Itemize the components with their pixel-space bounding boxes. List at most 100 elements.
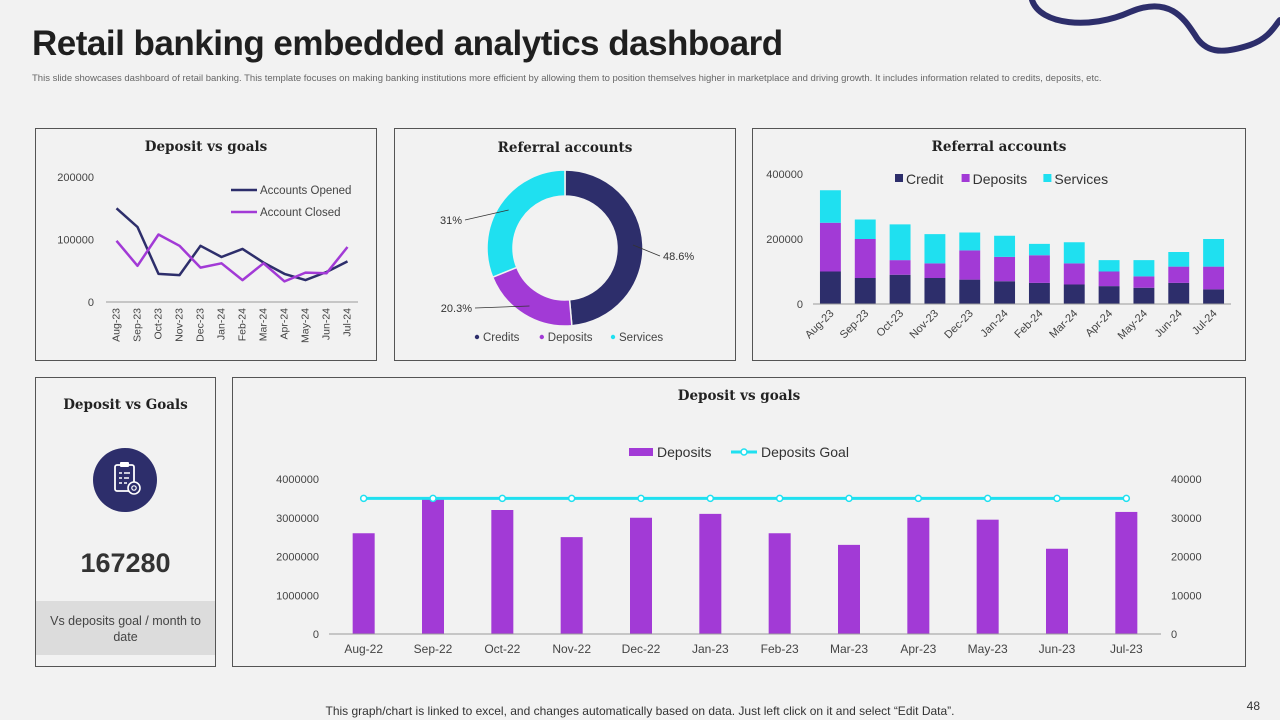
bar-segment-deposits — [1028, 255, 1050, 283]
deposit-bar — [560, 537, 583, 634]
bar-segment-credit — [1098, 286, 1120, 304]
bar-segment-deposits — [854, 239, 876, 278]
clipboard-checklist-icon — [93, 448, 157, 512]
bar-segment-credit — [819, 271, 841, 304]
x-tick-label: May-23 — [968, 642, 1008, 656]
x-tick-label: Nov-23 — [907, 308, 941, 342]
goal-marker — [914, 494, 923, 503]
combo-chart: 0 1000000 2000000 3000000 4000000 0 10000 20000… — [276, 444, 1202, 656]
series-line-0 — [115, 207, 349, 282]
footer-note: This graph/chart is linked to excel, and… — [325, 704, 955, 718]
bar-segment-deposits — [994, 256, 1016, 282]
legend-label: Deposits — [973, 171, 1027, 187]
x-tick-label: Feb-23 — [761, 642, 799, 656]
line-chart-title: Deposit vs goals — [144, 139, 268, 155]
leader-line — [474, 305, 530, 309]
x-tick-label: Apr-24 — [279, 308, 291, 340]
donut-chart-panel[interactable]: Referral accounts 48.6% 20.3% 31% Credits De… — [394, 128, 736, 361]
x-tick-label: Jun-24 — [321, 308, 333, 340]
x-tick-label: Jun-24 — [1153, 308, 1185, 340]
goal-marker — [845, 494, 853, 503]
bar-segment-credit — [889, 274, 911, 304]
line-chart-panel[interactable]: Deposit vs goals 0 100000 200000 Aug-23 Sep-… — [35, 128, 377, 361]
page-subtitle: This slide showcases dashboard of retail… — [32, 73, 1102, 84]
bar-segment-credit — [1063, 284, 1085, 304]
kpi-caption: Vs deposits goal / month to date — [36, 601, 215, 655]
bar-segment-services — [994, 235, 1016, 257]
bar-segment-services — [1203, 239, 1225, 267]
y-tick-label: 2000000 — [276, 552, 319, 564]
legend-label: Services — [619, 332, 663, 344]
bar-segment-deposits — [1063, 263, 1085, 285]
bar-segment-credit — [924, 278, 946, 304]
data-label: 20.3% — [441, 303, 472, 315]
x-tick-label: Apr-23 — [900, 642, 936, 656]
bar-segment-services — [1028, 243, 1050, 256]
x-tick-label: Jan-23 — [692, 642, 729, 656]
deposit-bar — [907, 517, 930, 634]
y-tick-label: 400000 — [766, 169, 803, 181]
goal-marker — [359, 494, 368, 503]
legend-swatch — [1043, 174, 1052, 182]
bar-segment-credit — [959, 279, 981, 304]
legend-swatch — [629, 448, 653, 456]
bar-segment-deposits — [889, 260, 911, 275]
y2-tick-label: 10000 — [1171, 590, 1202, 602]
deposit-bar — [491, 510, 514, 634]
bar-segment-deposits — [1203, 266, 1225, 290]
x-tick-label: Sep-23 — [838, 308, 872, 342]
series-line-1 — [115, 233, 349, 283]
bar-segment-deposits — [819, 222, 841, 272]
stacked-bar-title: Referral accounts — [931, 139, 1067, 155]
bar-segment-services — [819, 190, 841, 223]
y-tick-label: 0 — [797, 299, 803, 311]
stacked-bar-chart: 0 200000 400000 Aug-23 Sep-23 Oct-23 Nov-23 Dec… — [766, 169, 1231, 342]
bar-segment-credit — [1168, 282, 1190, 304]
goal-marker — [429, 494, 437, 503]
bar-segment-deposits — [1098, 271, 1120, 287]
donut-slice-credits — [564, 169, 644, 327]
bar-segment-services — [1168, 252, 1190, 267]
x-tick-label: Oct-23 — [874, 308, 906, 340]
data-label: 48.6% — [663, 251, 694, 263]
kpi-title: Deposit vs Goals — [63, 397, 188, 413]
deposit-bar — [768, 533, 791, 634]
x-tick-label: Jul-24 — [342, 308, 354, 337]
x-tick-label: Dec-22 — [622, 642, 661, 656]
x-tick-label: Feb-24 — [1012, 308, 1045, 341]
bar-segment-services — [854, 219, 876, 239]
x-tick-label: Nov-23 — [174, 308, 186, 342]
x-tick-label: Sep-23 — [132, 308, 144, 342]
y-tick-label: 1000000 — [276, 590, 319, 602]
bar-segment-credit — [1028, 282, 1050, 304]
y-tick-label: 4000000 — [276, 474, 319, 486]
decorative-wave — [1029, 0, 1280, 54]
goal-marker — [775, 494, 784, 503]
stacked-bar-panel[interactable]: Referral accounts 0 200000 400000 Aug-23 Sep… — [752, 128, 1246, 361]
bar-segment-deposits — [1168, 266, 1190, 283]
legend-label: Credits — [483, 332, 520, 344]
bar-segment-services — [924, 234, 946, 264]
bar-segment-services — [1133, 260, 1155, 277]
goal-marker — [706, 494, 715, 503]
x-tick-label: May-24 — [300, 308, 312, 343]
y-tick-label: 0 — [88, 297, 94, 309]
legend-swatch — [610, 334, 616, 340]
x-tick-label: Apr-24 — [1083, 308, 1115, 340]
combo-chart-panel[interactable]: Deposit vs goals 0 1000000 2000000 3000000 4… — [232, 377, 1246, 667]
legend-label: Deposits — [548, 332, 593, 344]
y-tick-label: 200000 — [766, 234, 803, 246]
y-tick-label: 0 — [313, 629, 319, 641]
x-tick-label: Sep-22 — [414, 642, 453, 656]
bar-segment-credit — [1133, 287, 1155, 304]
x-tick-label: Mar-24 — [258, 308, 270, 341]
x-tick-label: Dec-23 — [195, 308, 207, 342]
kpi-value: 167280 — [80, 548, 171, 578]
page-title: Retail banking embedded analytics dashbo… — [32, 24, 783, 63]
donut-chart-title: Referral accounts — [497, 140, 633, 156]
deposit-bar — [1115, 511, 1138, 634]
legend-label: Deposits — [657, 444, 711, 460]
y2-tick-label: 0 — [1171, 629, 1177, 641]
x-tick-label: Mar-23 — [830, 642, 868, 656]
donut-chart: 48.6% 20.3% 31% Credits Deposits Services — [440, 169, 694, 344]
